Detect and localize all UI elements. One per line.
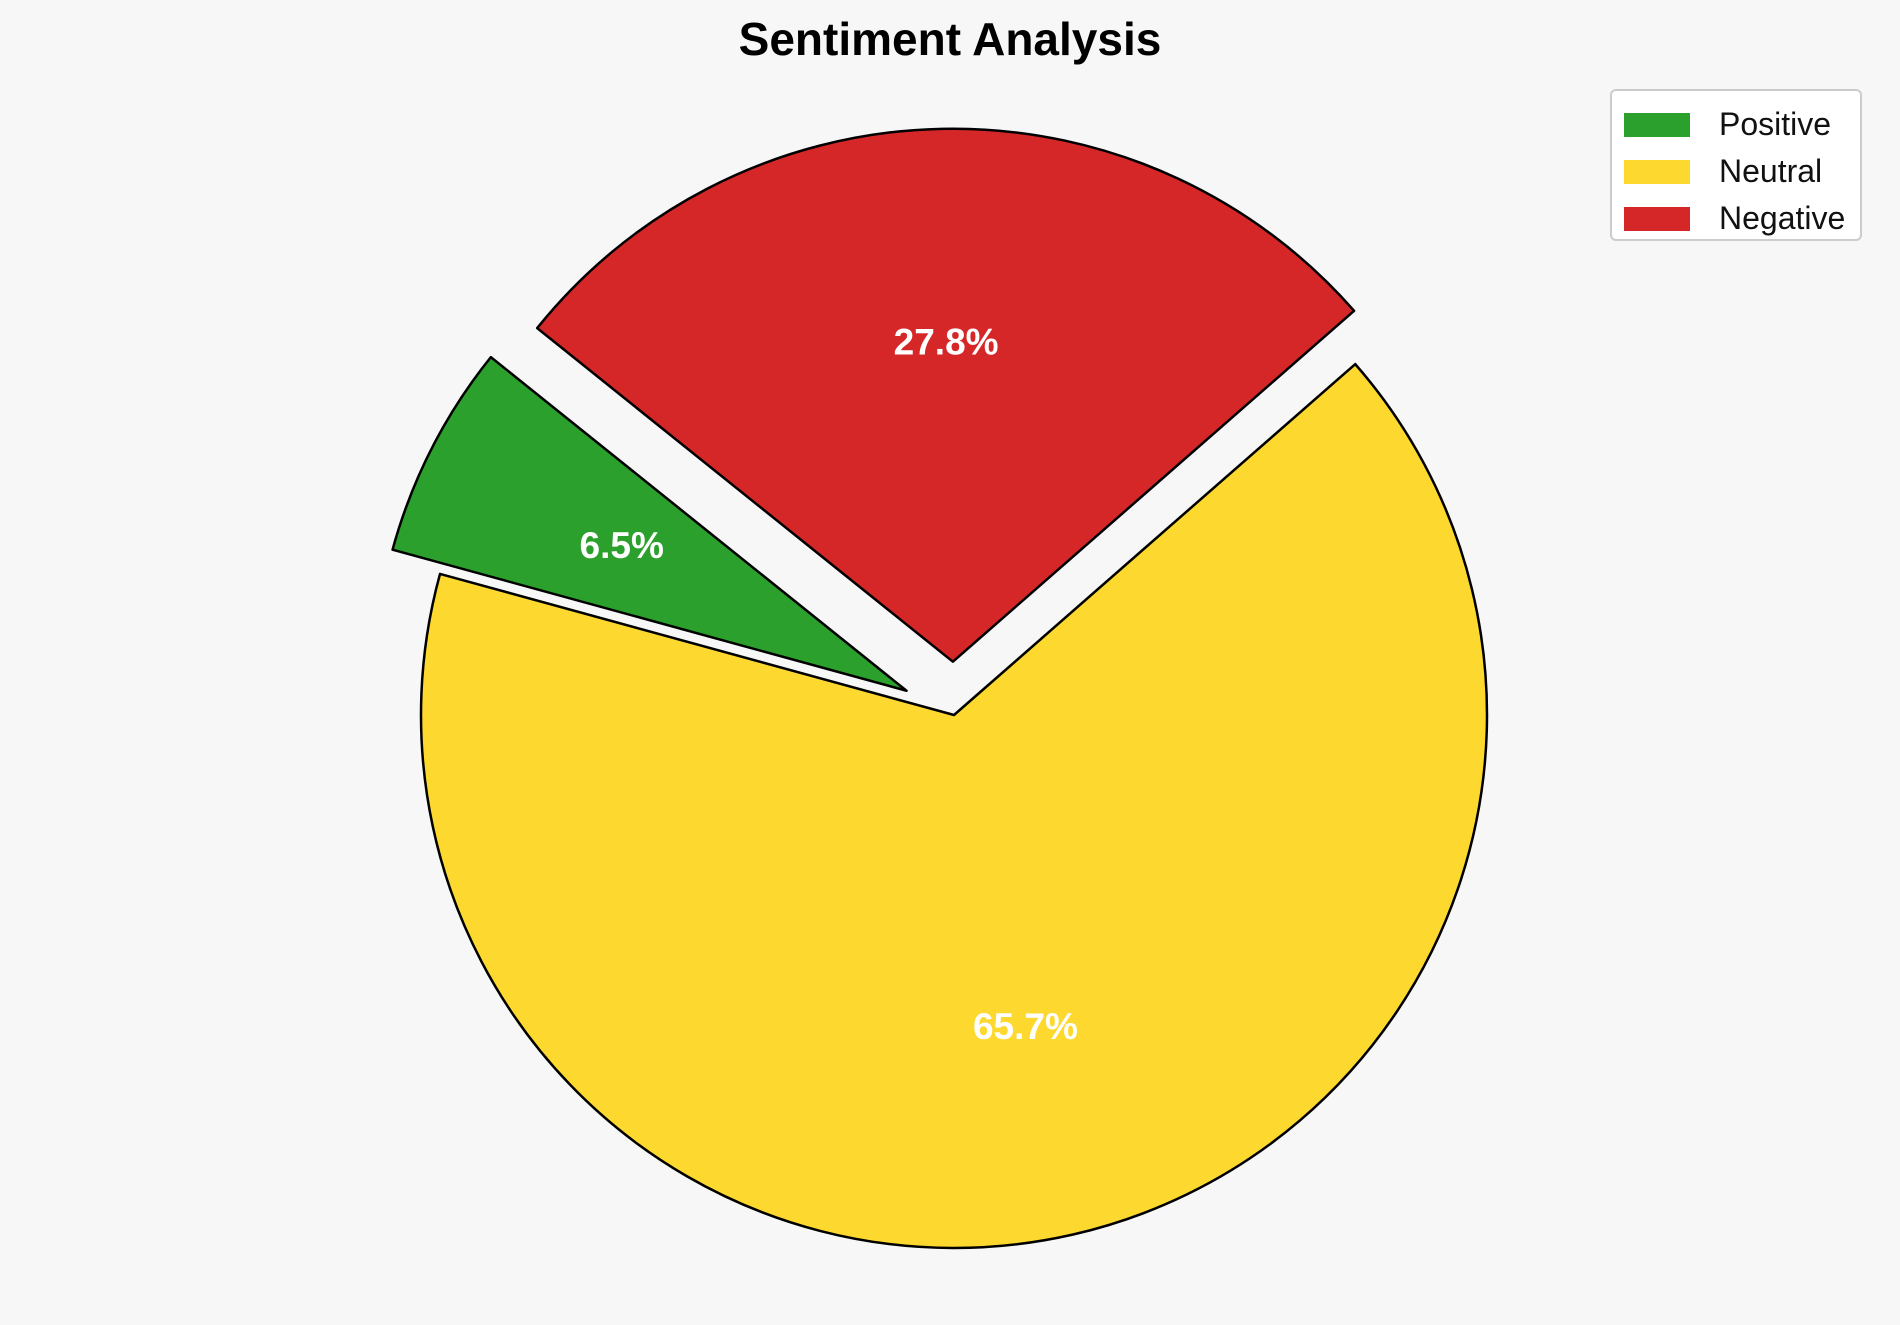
legend-label-neutral: Neutral (1719, 153, 1823, 189)
chart-title: Sentiment Analysis (738, 13, 1162, 65)
legend-swatch-negative (1624, 206, 1690, 231)
pie-slice-neutral (419, 362, 1489, 1250)
legend-item-neutral: Neutral (1624, 148, 1848, 195)
legend-label-positive: Positive (1719, 106, 1832, 142)
slice-label-neutral: 65.7% (973, 1006, 1078, 1047)
legend: Positive Neutral Negative (1610, 89, 1862, 241)
legend-label-negative: Negative (1719, 200, 1846, 236)
slice-label-positive: 6.5% (580, 525, 664, 566)
legend-swatch-positive (1624, 112, 1690, 137)
pie-slice-negative (535, 127, 1356, 663)
legend-swatch-neutral (1624, 159, 1690, 184)
slice-label-negative: 27.8% (894, 321, 999, 362)
legend-item-positive: Positive (1624, 101, 1848, 148)
legend-item-negative: Negative (1624, 195, 1848, 242)
pie-slice-positive (391, 355, 908, 693)
